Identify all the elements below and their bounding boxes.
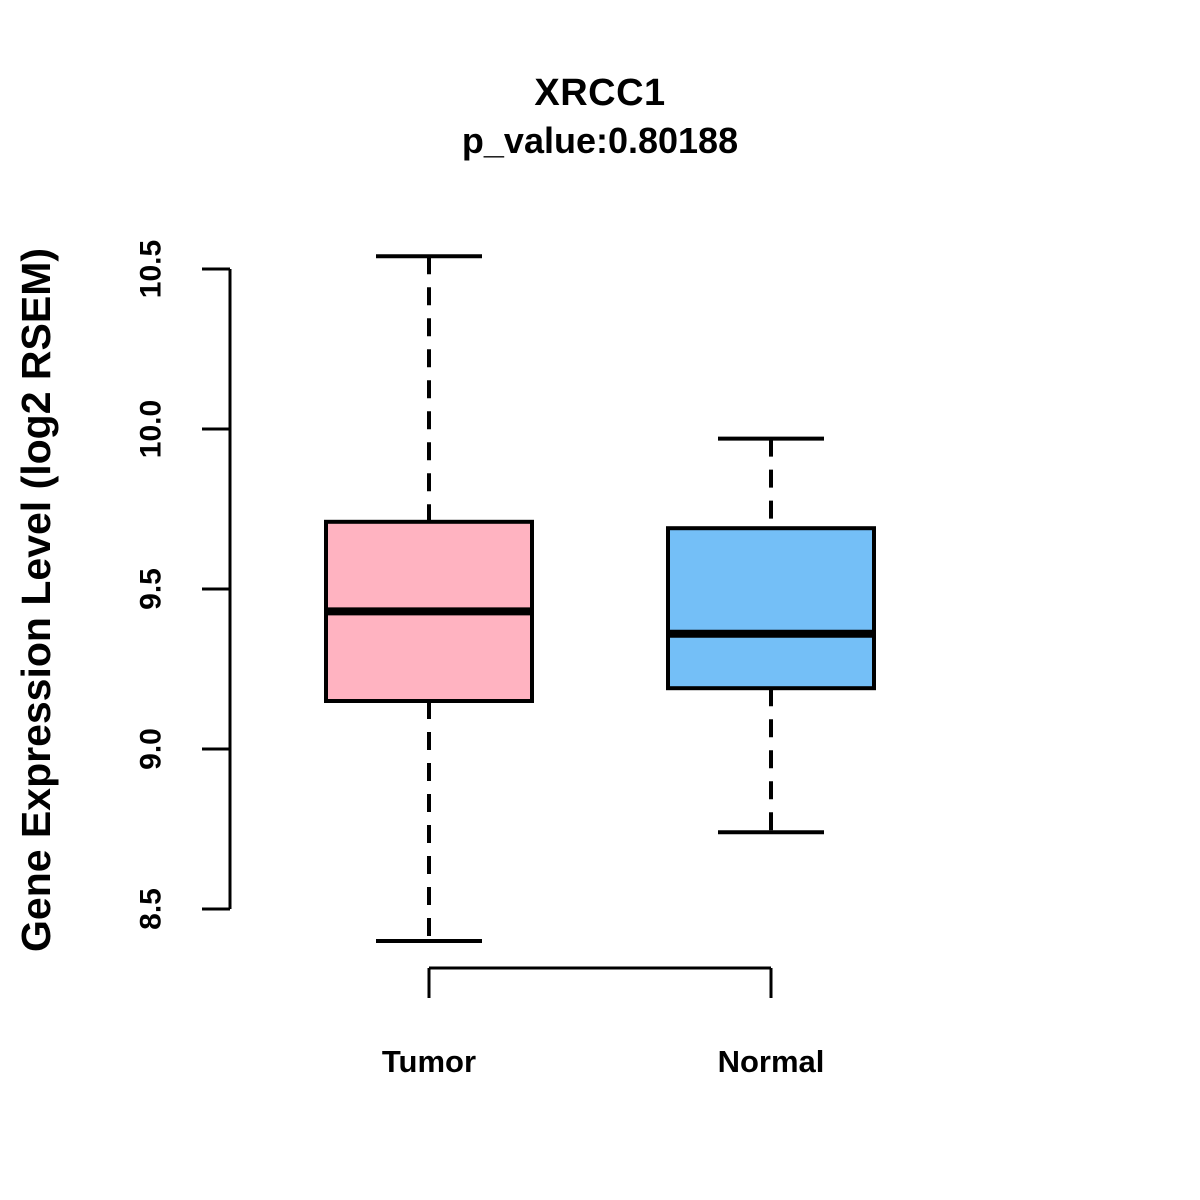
x-category-label-tumor: Tumor bbox=[382, 1044, 476, 1079]
chart-title: XRCC1 bbox=[534, 72, 666, 114]
y-tick-label: 10.5 bbox=[135, 240, 168, 298]
chart-subtitle: p_value:0.80188 bbox=[461, 120, 739, 161]
x-category-label-normal: Normal bbox=[718, 1044, 825, 1079]
y-tick-label: 9.0 bbox=[135, 728, 168, 770]
y-tick-label: 8.5 bbox=[135, 888, 168, 930]
box-normal bbox=[666, 526, 876, 691]
y-tick-label: 9.5 bbox=[135, 568, 168, 610]
y-tick-label: 10.0 bbox=[135, 400, 168, 458]
